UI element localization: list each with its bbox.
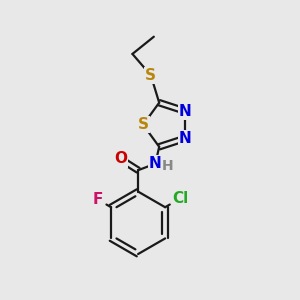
Text: N: N — [179, 131, 191, 146]
Text: N: N — [179, 103, 191, 118]
Text: H: H — [162, 159, 174, 173]
Text: F: F — [92, 192, 103, 207]
Text: O: O — [114, 152, 127, 166]
Text: Cl: Cl — [172, 191, 188, 206]
Text: N: N — [149, 156, 162, 171]
Text: S: S — [138, 117, 149, 132]
Text: S: S — [146, 68, 156, 83]
